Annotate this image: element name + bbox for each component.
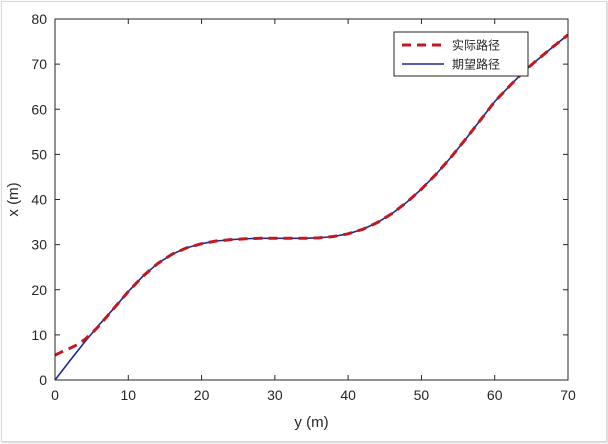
plot-area — [55, 19, 568, 380]
x-tick-label: 10 — [120, 387, 136, 403]
legend-label-actual: 实际路径 — [452, 38, 500, 53]
x-tick-label: 40 — [340, 387, 356, 403]
y-axis-label: x (m) — [5, 182, 22, 216]
x-tick-label: 30 — [267, 387, 283, 403]
x-tick-label: 60 — [487, 387, 503, 403]
y-tick-label: 50 — [31, 146, 47, 162]
x-tick-label: 20 — [194, 387, 210, 403]
y-tick-label: 30 — [31, 237, 47, 253]
actual-path-line — [55, 33, 568, 357]
x-axis-label: y (m) — [294, 414, 328, 431]
y-tick-label: 10 — [31, 327, 47, 343]
y-tick-label: 70 — [31, 56, 47, 72]
x-tick-label: 0 — [51, 387, 59, 403]
x-tick-label: 70 — [560, 387, 576, 403]
y-tick-label: 40 — [31, 192, 47, 208]
y-tick-label: 80 — [31, 11, 47, 27]
y-tick-label: 20 — [31, 282, 47, 298]
legend-label-desired: 期望路径 — [452, 57, 500, 72]
y-tick-label: 0 — [39, 372, 47, 388]
x-tick-label: 50 — [414, 387, 430, 403]
legend-box — [393, 31, 529, 77]
y-tick-label: 60 — [31, 101, 47, 117]
